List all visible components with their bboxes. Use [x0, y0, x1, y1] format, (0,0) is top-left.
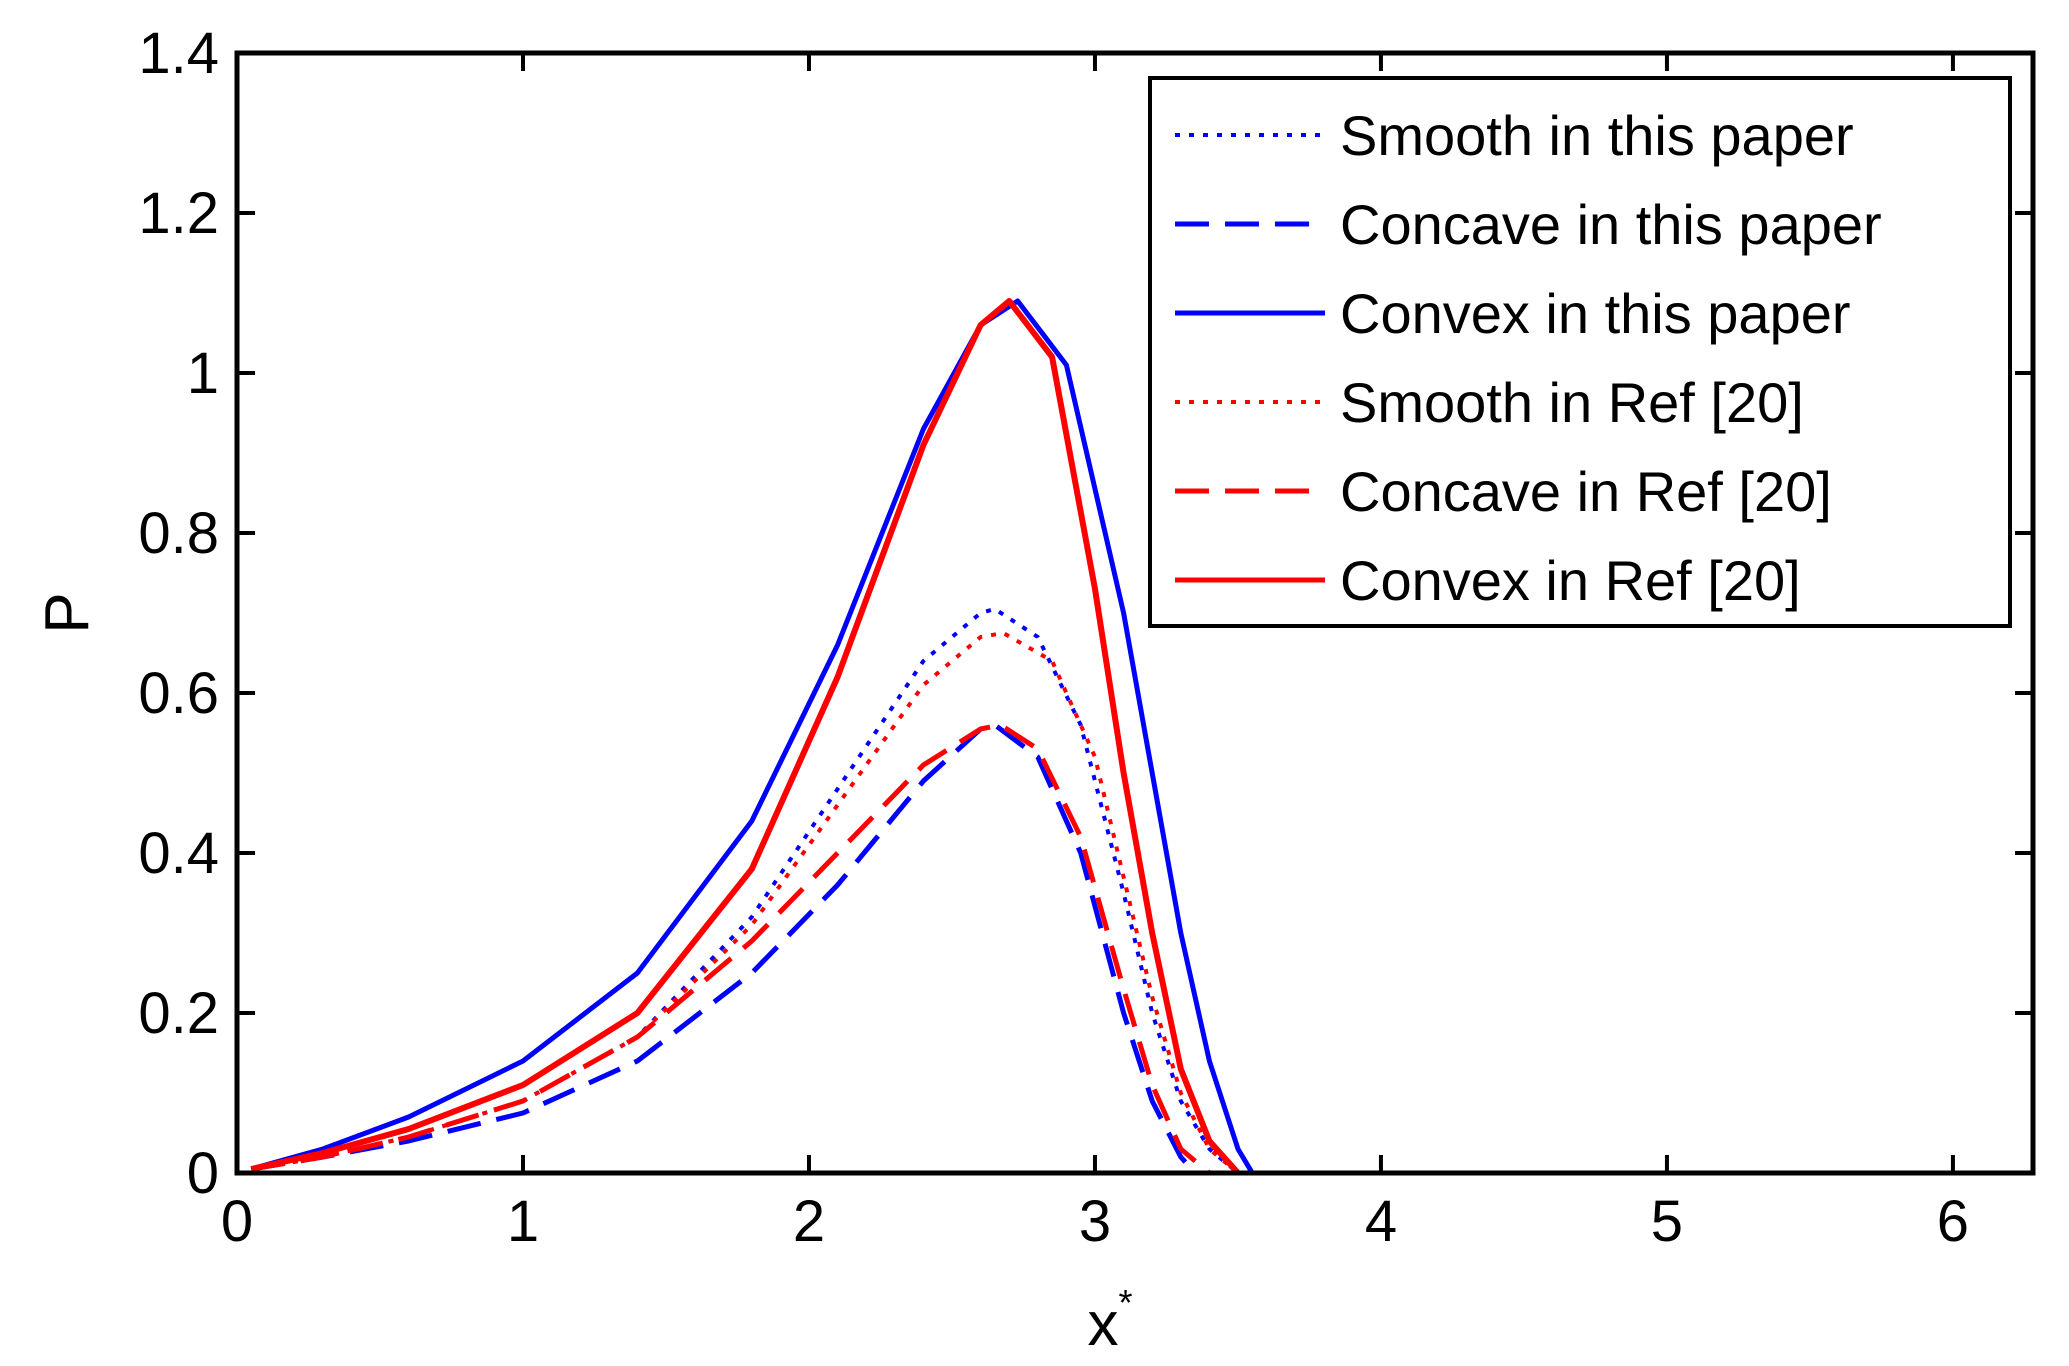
series-layer [250, 298, 1255, 1175]
y-tick-label: 1.4 [138, 21, 219, 86]
x-tick-label: 1 [507, 1189, 539, 1254]
y-tick-label: 0.6 [138, 661, 219, 726]
x-axis-title: x* [1087, 1282, 1132, 1359]
legend-label-2: Concave in this paper [1340, 193, 1882, 256]
y-tick-label: 0.8 [138, 501, 219, 566]
x-axis-title-base: x [1087, 1290, 1118, 1359]
y-axis: 0 0.2 0.4 0.6 0.8 1 1.2 1.4 [138, 21, 2033, 1206]
series-line-4 [250, 631, 1240, 1175]
legend-box [1148, 76, 2012, 628]
x-tick-label: 3 [1079, 1189, 1111, 1254]
x-tick-label: 2 [793, 1189, 825, 1254]
legend-label-1: Smooth in this paper [1340, 104, 1854, 167]
y-tick-label: 1.2 [138, 181, 219, 246]
legend: Smooth in this paper Concave in this pape… [1148, 76, 2012, 628]
x-tick-label: 0 [221, 1189, 253, 1254]
y-tick-label: 1 [187, 341, 219, 406]
x-tick-label: 5 [1651, 1189, 1683, 1254]
y-tick-label: 0.2 [138, 981, 219, 1046]
legend-label-6: Convex in Ref [20] [1340, 549, 1801, 612]
y-axis-title: P [33, 592, 102, 633]
legend-label-3: Convex in this paper [1340, 282, 1851, 345]
x-tick-label: 6 [1937, 1189, 1969, 1254]
y-tick-label: 0.4 [138, 821, 219, 886]
series-line-2 [250, 722, 1197, 1175]
x-tick-label: 4 [1365, 1189, 1397, 1254]
x-axis-title-superscript: * [1118, 1282, 1132, 1323]
series-line-5 [250, 722, 1212, 1175]
series-line-6 [250, 298, 1241, 1175]
legend-label-4: Smooth in Ref [20] [1340, 371, 1804, 434]
plot-frame [234, 50, 2036, 1176]
legend-label-5: Concave in Ref [20] [1340, 460, 1832, 523]
y-tick-label: 0 [187, 1141, 219, 1206]
x-axis: 0 1 2 3 4 5 6 [221, 53, 1969, 1254]
